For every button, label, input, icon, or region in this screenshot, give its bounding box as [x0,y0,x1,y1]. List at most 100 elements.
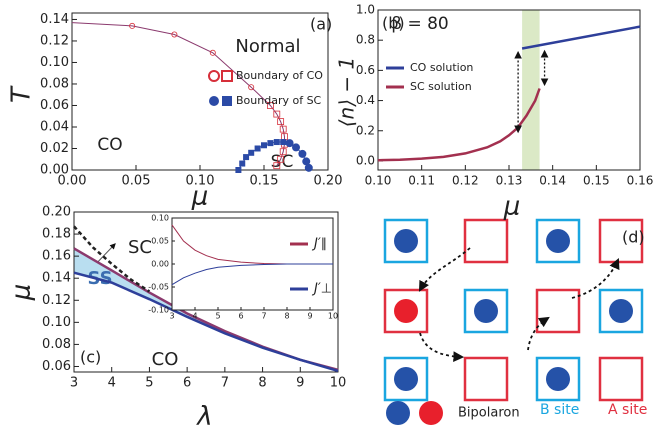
chart: 0.10 0.11 0.12 0.13 0.14 0.15 0.16 0.0 0.2 0.4 0.6… [335,3,654,222]
x-tick-label: 5 [145,376,153,391]
a-site [465,220,507,262]
bipolaron [394,299,418,323]
legend-label: J′∥ [311,237,327,252]
y-tick-label: 0.16 [42,249,71,264]
a-site [465,358,507,400]
y-tick-label: 0.18 [42,227,71,242]
y-tick-label: 0.04 [40,119,69,134]
bipolaron [394,367,418,391]
y-tick-label: 0.05 [151,237,169,246]
marker [298,150,306,158]
y-tick-label: 0.08 [42,337,71,352]
annotation: Normal [235,36,300,57]
annotation: CO [97,135,122,155]
x-tick-label: 0.11 [408,174,435,188]
a-site [537,290,579,332]
annotation: CO [152,349,179,370]
marker [261,142,267,148]
x-axis-label: μ [503,192,521,222]
x-tick-label: 0.10 [365,174,392,188]
x-tick-label: 6 [238,312,243,321]
bipolaron [546,229,570,253]
legend-marker [222,71,232,81]
panel-d: Bipolaron B site A site (d) [385,220,647,425]
line [378,88,540,160]
y-tick-label: 0.0 [356,153,375,167]
x-tick-label: 3 [169,312,174,321]
y-tick-label: 1.0 [356,3,375,17]
y-axis-label: ⟨n⟩ − 1 [335,57,359,127]
legend-marker [209,71,219,81]
x-tick-label: 4 [192,312,197,321]
y-tick-label: 0.00 [40,163,69,178]
legend-label: Boundary of SC [236,94,322,107]
x-tick-label: 0.16 [627,174,654,188]
x-tick-label: 3 [70,376,78,391]
y-axis-label: T [7,85,37,103]
y-tick-label: 0.02 [40,141,69,156]
marker [239,161,245,167]
marker [305,164,313,172]
x-tick-label: 10 [330,376,347,391]
y-tick-label: 0.12 [42,293,71,308]
site-label: B site [540,402,579,418]
bipolaron [394,229,418,253]
marker [243,154,249,160]
x-tick-label: 6 [183,376,191,391]
y-tick-label: -0.05 [148,283,169,292]
x-tick-label: 0.13 [496,174,523,188]
marker [267,140,273,146]
x-tick-label: 7 [261,312,266,321]
legend-label: Boundary of CO [236,69,323,82]
x-tick-label: 10 [328,312,338,321]
panel-label: (c) [80,348,101,367]
marker [292,143,300,151]
y-tick-label: 0.06 [42,359,71,374]
x-tick-label: 8 [284,312,289,321]
y-tick-label: 0.14 [42,271,71,286]
bipolaron [546,367,570,391]
x-tick-label: 0.14 [539,174,566,188]
legend-marker [209,96,219,106]
legend-label: SC solution [410,80,472,93]
y-tick-label: 0.14 [40,12,69,27]
x-axis-label: λ [195,402,212,430]
x-tick-label: 7 [221,376,229,391]
y-tick-label: 0.20 [42,205,71,220]
y-tick-label: 0.2 [356,123,375,137]
panel-label: (a) [310,15,332,34]
marker [280,139,286,145]
bipolaron [474,299,498,323]
x-tick-label: 0.20 [314,174,343,189]
y-tick-label: 0.4 [356,93,375,107]
a-site [600,358,642,400]
marker [255,145,261,151]
legend-label: J′⊥ [311,282,332,297]
y-tick-label: 0.00 [151,260,169,269]
x-tick-label: 0.15 [583,174,610,188]
y-tick-label: 0.06 [40,98,69,113]
hop-arrow [420,333,462,357]
panel-label: (d) [622,228,645,247]
y-tick-label: 0.6 [356,63,375,77]
line [522,27,640,49]
x-tick-label: 8 [258,376,266,391]
y-tick-label: 0.8 [356,33,375,47]
x-tick-label: 0.15 [250,174,279,189]
x-tick-label: 0.05 [122,174,151,189]
y-tick-label: 0.10 [40,55,69,70]
bipolaron [609,299,633,323]
y-tick-label: 0.08 [40,76,69,91]
x-tick-label: 0.12 [452,174,479,188]
legend-label: CO solution [410,61,473,74]
marker [274,139,280,145]
x-tick-label: 5 [215,312,220,321]
x-tick-label: 9 [307,312,312,321]
band [522,10,539,170]
marker [248,150,254,156]
figure: Bipolaron B site A site (d) 0.000.050.10… [0,0,656,430]
x-tick-label: 9 [296,376,304,391]
legend-label: Bipolaron [458,406,520,421]
